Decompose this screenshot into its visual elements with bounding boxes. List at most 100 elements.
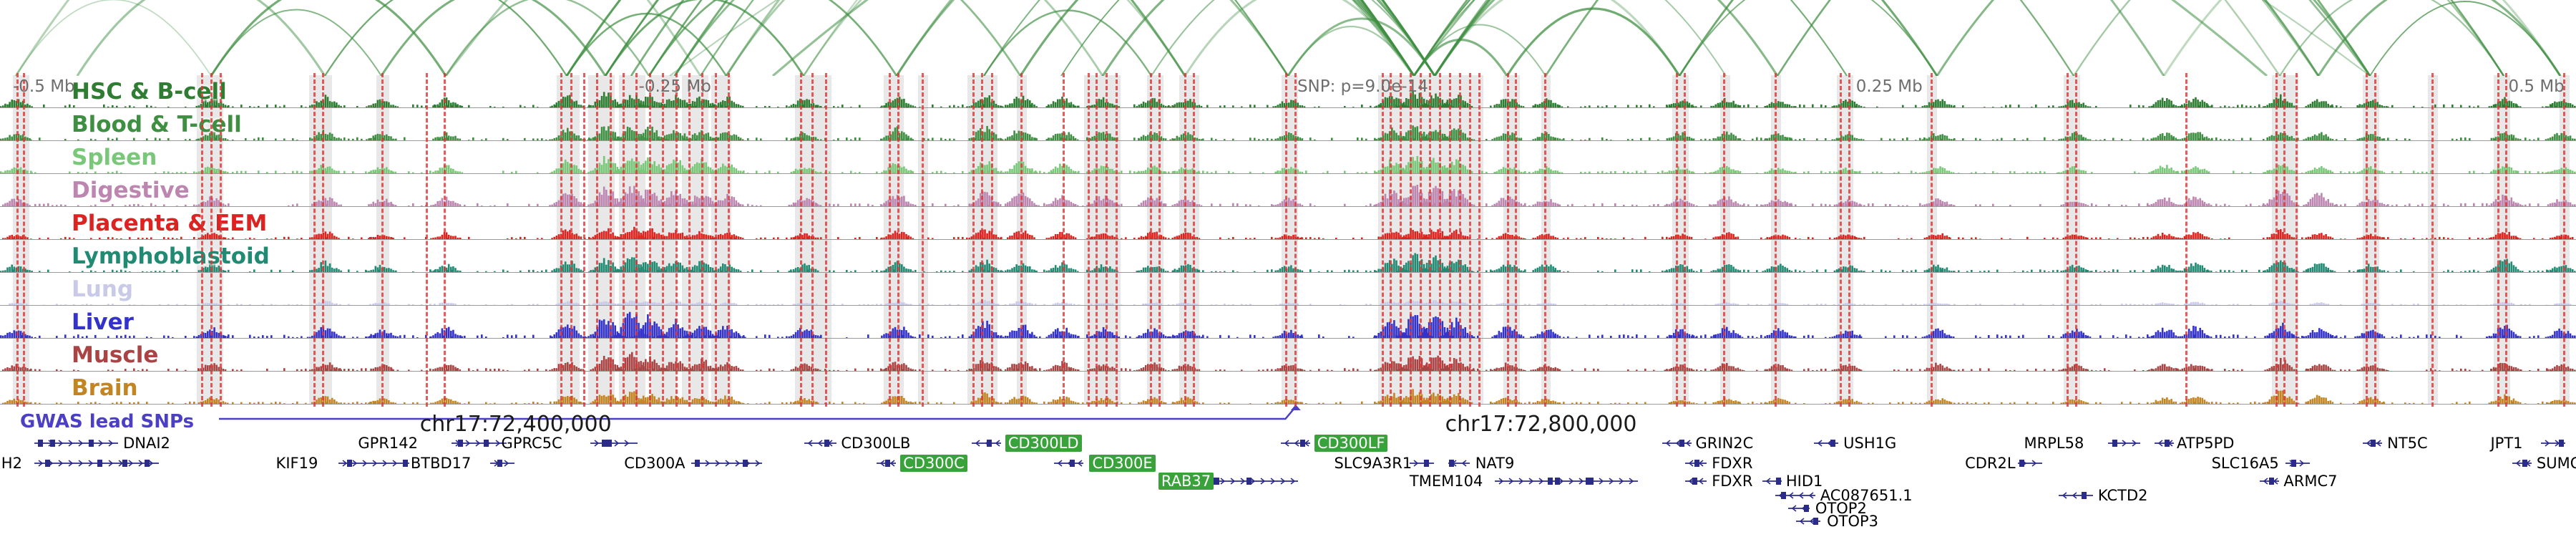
gene-structure-dnai2 bbox=[34, 437, 119, 451]
signal-track-liver[interactable]: Liver bbox=[0, 306, 2576, 339]
gene-label-ac087651-1[interactable]: AC087651.1 bbox=[1820, 487, 1913, 504]
gene-structure-jpt1 bbox=[2540, 437, 2566, 451]
shaded-band bbox=[884, 75, 904, 405]
shaded-band bbox=[308, 75, 332, 405]
gene-label-rab37[interactable]: RAB37 bbox=[1158, 473, 1214, 490]
gene-label-btbd17[interactable]: BTBD17 bbox=[410, 455, 472, 472]
gene-label-sumo2[interactable]: SUMO2 bbox=[2536, 455, 2576, 472]
gene-structure-cdr2l bbox=[2017, 458, 2043, 471]
gene-structure-slc9a3r1 bbox=[1409, 458, 1435, 471]
gene-label-atp5pd[interactable]: ATP5PD bbox=[2177, 435, 2235, 452]
coordinate-ruler-band: GWAS lead SNPs chr17:72,400,000 chr17:72… bbox=[0, 405, 2576, 437]
gene-structure-atp5pd bbox=[2154, 437, 2175, 451]
gene-structure-slc16a5 bbox=[2285, 458, 2311, 471]
track-label-digestive: Digestive bbox=[72, 178, 190, 203]
gene-structure-tmem104 bbox=[1494, 475, 1639, 489]
gene-label-cd300e[interactable]: CD300E bbox=[1089, 455, 1156, 472]
gwas-lead-snps-label: GWAS lead SNPs bbox=[20, 411, 195, 432]
gene-structure-otop2 bbox=[1787, 503, 1810, 516]
gene-label-armc7[interactable]: ARMC7 bbox=[2283, 473, 2338, 490]
track-label-placenta-eem: Placenta & EEM bbox=[72, 211, 268, 236]
track-label-muscle: Muscle bbox=[72, 342, 159, 368]
gene-structure-cd300a bbox=[691, 458, 763, 471]
gene-label-otop2[interactable]: OTOP2 bbox=[1815, 500, 1867, 517]
track-label-hsc-b-cell: HSC & B-cell bbox=[72, 79, 227, 105]
mb-tick-0-5-mb: 0.5 Mb bbox=[2508, 77, 2565, 96]
gene-structure-hid1 bbox=[1762, 475, 1782, 489]
track-rows-layer: HSC & B-cell Blood & T-cell Spleen Digestiv… bbox=[0, 75, 2576, 405]
shaded-band bbox=[681, 75, 708, 405]
shaded-band bbox=[1084, 75, 1121, 405]
gene-label-jpt1[interactable]: JPT1 bbox=[2490, 435, 2523, 452]
gene-label-tmem104[interactable]: TMEM104 bbox=[1409, 473, 1483, 490]
gene-label-slc9a3r1[interactable]: SLC9A3R1 bbox=[1334, 455, 1413, 472]
gene-label-mrpl58[interactable]: MRPL58 bbox=[2024, 435, 2084, 452]
track-label-liver: Liver bbox=[72, 309, 134, 335]
gene-label-cd300a[interactable]: CD300A bbox=[624, 455, 686, 472]
mb-tick-0-5-mb: -0.5 Mb bbox=[13, 77, 75, 96]
gene-structure-otop3 bbox=[1795, 516, 1821, 529]
chromatin-interaction-arcs bbox=[14, 0, 2562, 76]
gene-structure-cd300c bbox=[876, 458, 897, 471]
track-label-brain: Brain bbox=[72, 375, 138, 401]
gene-structure-nt5c bbox=[2362, 437, 2383, 451]
gene-label-grin2c[interactable]: GRIN2C bbox=[1695, 435, 1754, 452]
signal-track-placenta-eem[interactable]: Placenta & EEM bbox=[0, 207, 2576, 240]
gene-label-cd300ld[interactable]: CD300LD bbox=[1005, 435, 1082, 452]
gene-label-dnai2[interactable]: DNAI2 bbox=[123, 435, 170, 452]
gene-structure-rab37 bbox=[1206, 475, 1299, 489]
gene-structure-btbd17 bbox=[489, 458, 515, 471]
gene-label-gpr142[interactable]: GPR142 bbox=[358, 435, 419, 452]
gene-label-cd300lb[interactable]: CD300LB bbox=[841, 435, 911, 452]
gene-structure-ac087651-1 bbox=[1775, 490, 1816, 503]
track-label-lymphoblastoid: Lymphoblastoid bbox=[72, 243, 270, 269]
signal-track-lung[interactable]: Lung bbox=[0, 273, 2576, 306]
gwas-pointer-line bbox=[219, 405, 1301, 420]
gene-label-kif19[interactable]: KIF19 bbox=[275, 455, 318, 472]
signal-track-brain[interactable]: Brain bbox=[0, 372, 2576, 405]
gene-structure-gprc5c bbox=[590, 437, 638, 451]
gene-structure-cd300lb bbox=[804, 437, 837, 451]
gene-structure-cd300e bbox=[1053, 458, 1084, 471]
gene-label-gprc5c[interactable]: GPRC5C bbox=[501, 435, 562, 452]
gene-label-hid1[interactable]: HID1 bbox=[1785, 473, 1823, 490]
gene-annotation-track: DNAI2 GPR142 GPRC5C CD300LB CD300LD CD300LF GR… bbox=[0, 430, 2576, 537]
gene-label-h2[interactable]: H2 bbox=[1, 455, 22, 472]
signal-tracks-region: HSC & B-cell Blood & T-cell Spleen Digestiv… bbox=[0, 73, 2576, 407]
gene-structure-fdxr bbox=[1684, 458, 1707, 471]
gene-label-cd300lf[interactable]: CD300LF bbox=[1314, 435, 1388, 452]
track-label-blood-t-cell: Blood & T-cell bbox=[72, 112, 242, 137]
gene-structure-kif19 bbox=[338, 458, 410, 471]
gene-structure-grin2c bbox=[1662, 437, 1692, 451]
gene-label-fdxr[interactable]: FDXR bbox=[1712, 473, 1753, 490]
gene-label-nt5c[interactable]: NT5C bbox=[2387, 435, 2428, 452]
track-label-lung: Lung bbox=[72, 276, 134, 302]
gene-label-slc16a5[interactable]: SLC16A5 bbox=[2211, 455, 2279, 472]
signal-track-digestive[interactable]: Digestive bbox=[0, 174, 2576, 207]
signal-track-blood-t-cell[interactable]: Blood & T-cell bbox=[0, 108, 2576, 141]
gene-structure-kctd2 bbox=[2058, 490, 2094, 503]
signal-track-hsc-b-cell[interactable]: HSC & B-cell bbox=[0, 75, 2576, 108]
gene-label-kctd2[interactable]: KCTD2 bbox=[2097, 487, 2148, 504]
gene-label-cd300c[interactable]: CD300C bbox=[900, 455, 967, 472]
chr-coordinate-right: chr17:72,800,000 bbox=[1445, 412, 1637, 437]
signal-track-muscle[interactable]: Muscle bbox=[0, 339, 2576, 372]
gene-label-ush1g[interactable]: USH1G bbox=[1843, 435, 1897, 452]
signal-track-lymphoblastoid[interactable]: Lymphoblastoid bbox=[0, 240, 2576, 273]
gene-structure-cd300lf bbox=[1280, 437, 1311, 451]
gene-structure-gpr142 bbox=[451, 437, 507, 451]
gene-label-otop3[interactable]: OTOP3 bbox=[1827, 513, 1879, 530]
gene-structure-mrpl58 bbox=[2107, 437, 2141, 451]
gene-label-fdxr[interactable]: FDXR bbox=[1712, 455, 1753, 472]
mb-tick-0-25-mb: 0.25 Mb bbox=[1855, 77, 1923, 96]
mb-tick-row: -0.5 Mb -0.25 Mb SNP: p=9.0e-14 0.25 Mb 0.5 … bbox=[0, 77, 2576, 99]
chr-coordinate-left: chr17:72,400,000 bbox=[419, 412, 612, 437]
gene-label-cdr2l[interactable]: CDR2L bbox=[1965, 455, 2016, 472]
gene-structure-fdxr bbox=[1684, 475, 1707, 489]
mb-tick-0-25-mb: -0.25 Mb bbox=[638, 77, 711, 96]
gene-structure-ush1g bbox=[1813, 437, 1839, 451]
gene-structure-nat9 bbox=[1448, 458, 1470, 471]
gene-label-nat9[interactable]: NAT9 bbox=[1475, 455, 1515, 472]
signal-track-spleen[interactable]: Spleen bbox=[0, 141, 2576, 174]
